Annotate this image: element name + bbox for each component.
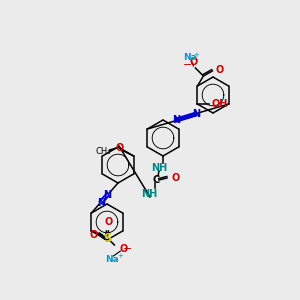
Text: N: N <box>103 190 111 200</box>
Text: O: O <box>119 244 128 254</box>
Text: N: N <box>192 109 200 119</box>
Text: CH₃: CH₃ <box>96 146 111 155</box>
Text: O: O <box>189 57 197 67</box>
Text: Na: Na <box>106 254 119 263</box>
Text: O: O <box>172 173 180 183</box>
Text: N: N <box>172 115 180 125</box>
Text: NH: NH <box>141 189 157 199</box>
Text: C: C <box>152 175 160 185</box>
Text: NH: NH <box>151 163 167 173</box>
Text: +: + <box>194 52 199 58</box>
Text: O: O <box>89 230 98 240</box>
Text: +: + <box>118 253 123 259</box>
Text: S: S <box>103 232 112 245</box>
Text: OH: OH <box>212 99 228 109</box>
Text: −: − <box>123 244 132 254</box>
Text: N: N <box>97 197 105 208</box>
Text: Na: Na <box>184 53 197 62</box>
Text: O: O <box>116 143 124 153</box>
Text: O: O <box>215 65 224 75</box>
Text: O: O <box>104 217 112 227</box>
Text: −: − <box>183 60 192 70</box>
